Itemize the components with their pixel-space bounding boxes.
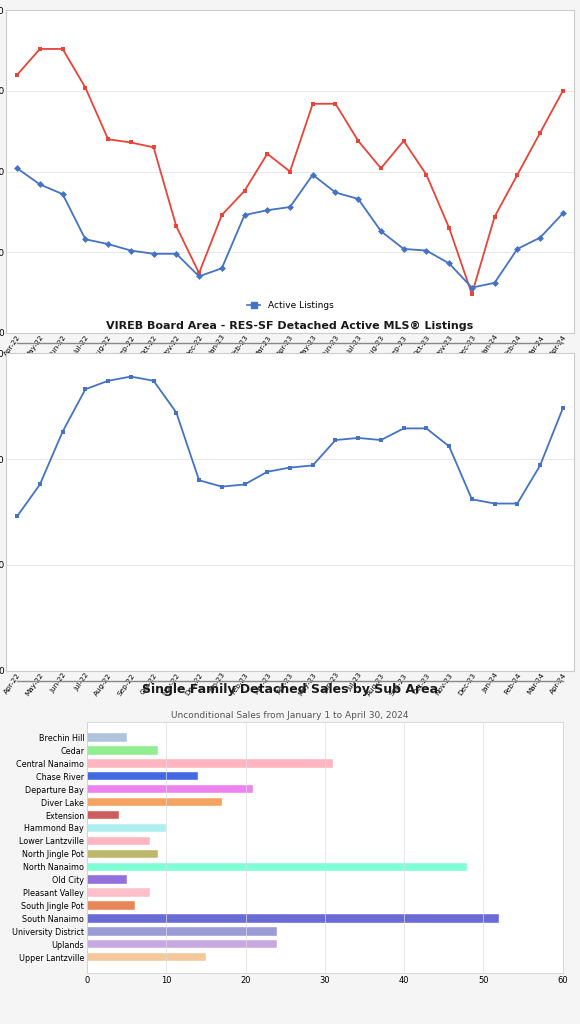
Bar xyxy=(87,733,126,741)
Bar xyxy=(87,811,119,819)
Bar xyxy=(87,850,158,858)
Text: Single Family Detached Sales by Sub Area: Single Family Detached Sales by Sub Area xyxy=(142,683,438,696)
Bar xyxy=(87,901,135,909)
Bar xyxy=(87,914,499,923)
Text: VIREB Board Area - RES-SF Detached Active MLS® Listings: VIREB Board Area - RES-SF Detached Activ… xyxy=(106,321,474,331)
Bar xyxy=(87,889,150,897)
Legend: Active Listings: Active Listings xyxy=(243,298,337,313)
Bar xyxy=(87,837,150,845)
Bar xyxy=(87,759,333,768)
Bar xyxy=(87,746,158,755)
Bar xyxy=(87,940,277,948)
Bar xyxy=(87,862,467,871)
Bar xyxy=(87,953,206,962)
Text: Unconditional Sales from January 1 to April 30, 2024: Unconditional Sales from January 1 to Ap… xyxy=(171,711,409,720)
Bar xyxy=(87,823,166,833)
Bar xyxy=(87,772,198,780)
Text: Copyright © 2024 Vancouver Island Real Estate Board: Copyright © 2024 Vancouver Island Real E… xyxy=(186,430,394,438)
Bar xyxy=(87,876,126,884)
Bar xyxy=(87,798,222,806)
Bar xyxy=(87,927,277,936)
Bar xyxy=(87,785,253,794)
Text: Copyright © 2024 Vancouver Island Real Estate Board: Copyright © 2024 Vancouver Island Real E… xyxy=(186,766,394,775)
